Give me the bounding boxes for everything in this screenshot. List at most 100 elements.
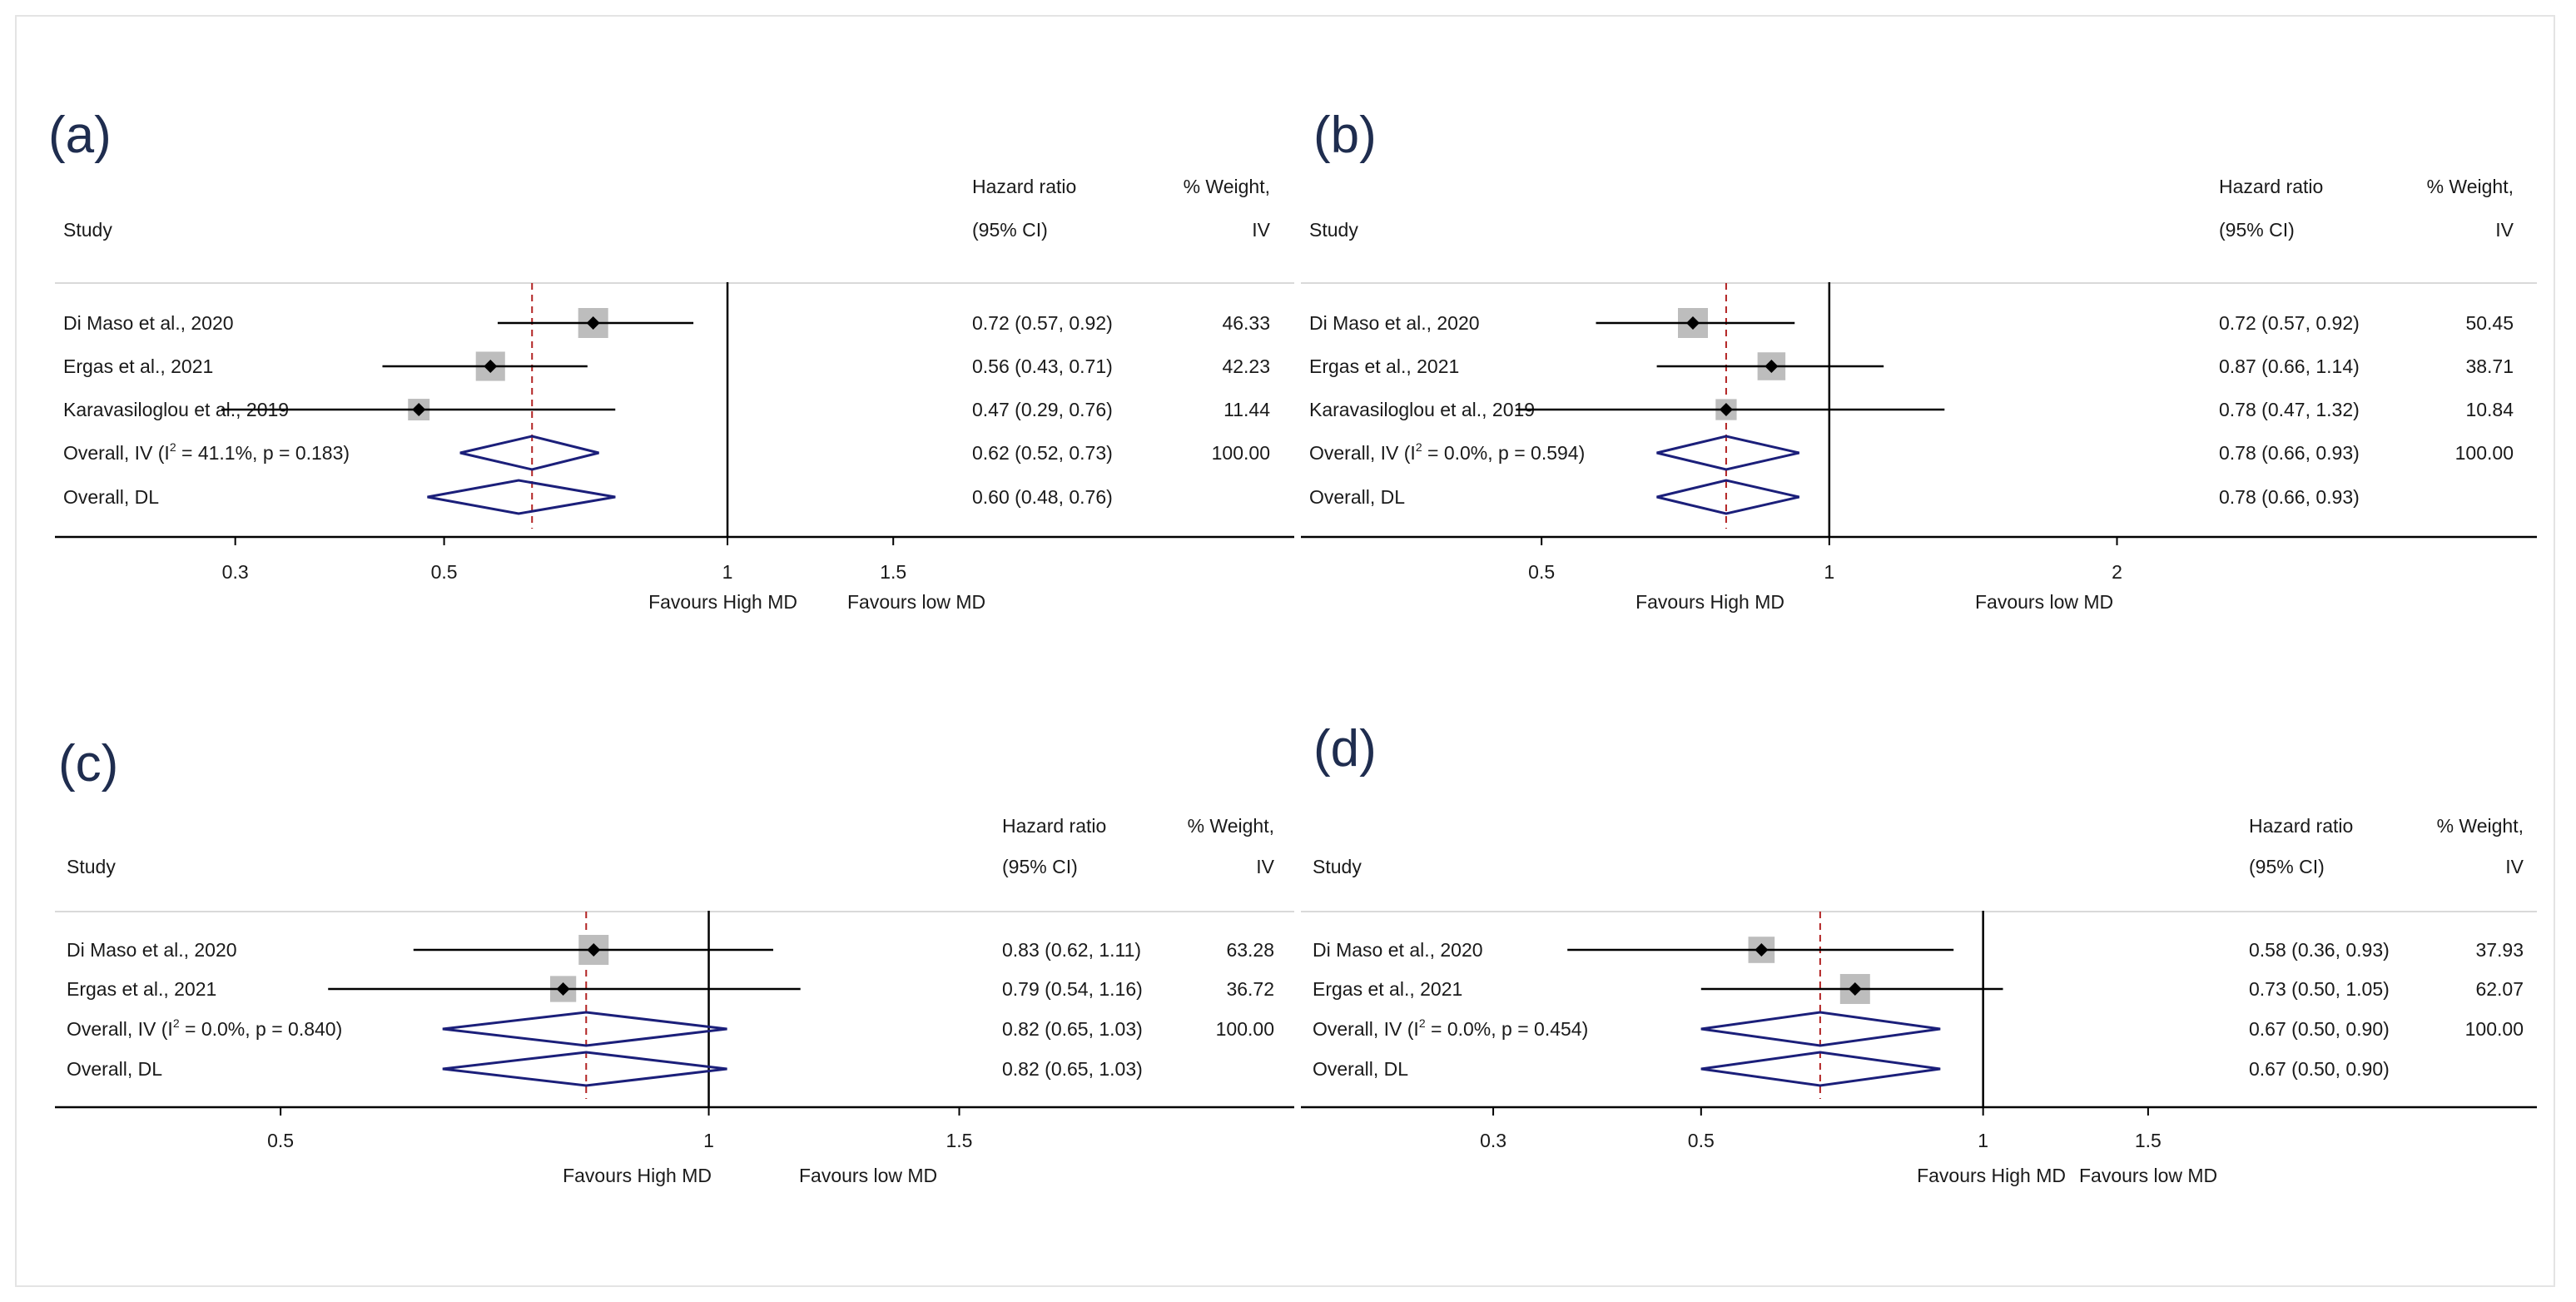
overall-label: Overall, IV (I2 = 0.0%, p = 0.840) (67, 1016, 342, 1040)
study-point-estimate (1848, 982, 1862, 996)
forest-plot-panel-3: (c) Hazard ratio % Weight, Study (95% CI) IV D… (55, 735, 1294, 1186)
study-point-estimate (556, 982, 570, 996)
header-study: Study (67, 856, 116, 877)
study-ci-text: 0.47 (0.29, 0.76) (972, 399, 1113, 420)
panel-label: (a) (48, 107, 112, 164)
study-label: Ergas et al., 2021 (63, 355, 213, 377)
study-label: Ergas et al., 2021 (1313, 978, 1462, 1000)
header-ci: (95% CI) (1002, 856, 1078, 877)
overall-ci-text: 0.82 (0.65, 1.03) (1002, 1018, 1143, 1040)
study-ci-text: 0.79 (0.54, 1.16) (1002, 978, 1143, 1000)
x-axis-tick-label: 0.3 (222, 561, 249, 583)
study-ci-text: 0.73 (0.50, 1.05) (2249, 978, 2390, 1000)
study-weight: 37.93 (2475, 939, 2524, 961)
x-axis-tick-label: 1 (722, 561, 733, 583)
study-ci-text: 0.56 (0.43, 0.71) (972, 355, 1113, 377)
study-point-estimate (1755, 943, 1769, 957)
header-study: Study (63, 219, 112, 241)
overall-label: Overall, IV (I2 = 41.1%, p = 0.183) (63, 440, 350, 464)
x-axis-tick-label: 2 (2112, 561, 2122, 583)
x-axis-tick-label: 0.5 (267, 1130, 294, 1151)
overall-label: Overall, DL (1313, 1058, 1408, 1080)
study-weight: 36.72 (1226, 978, 1274, 1000)
overall-diamond (442, 1011, 727, 1047)
panel-label: (b) (1313, 107, 1377, 164)
study-weight: 62.07 (2475, 978, 2524, 1000)
overall-diamond (1700, 1011, 1941, 1047)
x-axis-tick-label: 0.5 (1528, 561, 1555, 583)
figure-frame (15, 15, 2555, 1287)
study-weight: 46.33 (1222, 312, 1270, 334)
header-iv: IV (2495, 219, 2514, 241)
overall-diamond (459, 435, 599, 471)
overall-weight: 100.00 (2465, 1018, 2524, 1040)
favours-right-label: Favours low MD (799, 1165, 937, 1186)
overall-ci-text: 0.78 (0.66, 0.93) (2219, 442, 2360, 464)
header-iv: IV (2505, 856, 2524, 877)
study-point-estimate (586, 316, 600, 330)
overall-ci-text: 0.62 (0.52, 0.73) (972, 442, 1113, 464)
study-weight: 38.71 (2465, 355, 2514, 377)
x-axis-tick-label: 0.3 (1480, 1130, 1506, 1151)
forest-plot-panel-1: (a) Hazard ratio % Weight, Study (95% CI) IV D… (48, 107, 1294, 613)
study-label: Di Maso et al., 2020 (1309, 312, 1480, 334)
study-weight: 63.28 (1226, 939, 1274, 961)
header-hazard-ratio: Hazard ratio (972, 176, 1076, 197)
forest-plot-panel-4: (d) Hazard ratio % Weight, Study (95% CI) IV D… (1301, 720, 2537, 1186)
header-iv: IV (1252, 219, 1270, 241)
overall-label: Overall, DL (67, 1058, 162, 1080)
header-ci: (95% CI) (2219, 219, 2295, 241)
x-axis-tick-label: 1.5 (946, 1130, 972, 1151)
overall-ci-text: 0.82 (0.65, 1.03) (1002, 1058, 1143, 1080)
overall-diamond (442, 1051, 727, 1087)
study-label: Ergas et al., 2021 (67, 978, 216, 1000)
study-label: Ergas et al., 2021 (1309, 355, 1459, 377)
header-hazard-ratio: Hazard ratio (2219, 176, 2323, 197)
header-weight: % Weight, (1188, 815, 1274, 837)
study-point-estimate (484, 360, 498, 373)
study-ci-text: 0.87 (0.66, 1.14) (2219, 355, 2360, 377)
header-weight: % Weight, (2437, 815, 2524, 837)
overall-diamond (1656, 479, 1799, 515)
overall-label: Overall, DL (63, 486, 159, 508)
study-weight: 42.23 (1222, 355, 1270, 377)
study-weight: 11.44 (1223, 399, 1270, 420)
favours-left-label: Favours High MD (648, 591, 797, 613)
overall-diamond (1700, 1051, 1941, 1087)
favours-left-label: Favours High MD (1635, 591, 1784, 613)
study-ci-text: 0.72 (0.57, 0.92) (2219, 312, 2360, 334)
study-label: Di Maso et al., 2020 (63, 312, 234, 334)
header-iv: IV (1256, 856, 1274, 877)
favours-right-label: Favours low MD (847, 591, 985, 613)
study-weight: 10.84 (2465, 399, 2514, 420)
x-axis-tick-label: 1 (1978, 1130, 1988, 1151)
study-point-estimate (1719, 403, 1733, 416)
overall-label: Overall, IV (I2 = 0.0%, p = 0.454) (1313, 1016, 1588, 1040)
forest-plot-panel-2: (b) Hazard ratio % Weight, Study (95% CI) IV D… (1301, 107, 2537, 613)
study-point-estimate (587, 943, 601, 957)
overall-ci-text: 0.67 (0.50, 0.90) (2249, 1058, 2390, 1080)
header-weight: % Weight, (2427, 176, 2514, 197)
x-axis-tick-label: 0.5 (431, 561, 458, 583)
overall-weight: 100.00 (1212, 442, 1270, 464)
x-axis-tick-label: 1 (703, 1130, 714, 1151)
study-point-estimate (1686, 316, 1700, 330)
x-axis-tick-label: 1 (1824, 561, 1834, 583)
x-axis-tick-label: 1.5 (2135, 1130, 2162, 1151)
study-point-estimate (412, 403, 426, 416)
study-label: Di Maso et al., 2020 (67, 939, 237, 961)
overall-label: Overall, IV (I2 = 0.0%, p = 0.594) (1309, 440, 1585, 464)
favours-left-label: Favours High MD (563, 1165, 712, 1186)
overall-ci-text: 0.60 (0.48, 0.76) (972, 486, 1113, 508)
favours-right-label: Favours low MD (2079, 1165, 2217, 1186)
header-study: Study (1309, 219, 1358, 241)
study-ci-text: 0.78 (0.47, 1.32) (2219, 399, 2360, 420)
x-axis-tick-label: 1.5 (880, 561, 906, 583)
header-weight: % Weight, (1184, 176, 1270, 197)
study-ci-text: 0.83 (0.62, 1.11) (1002, 939, 1141, 961)
favours-right-label: Favours low MD (1975, 591, 2113, 613)
study-ci-text: 0.58 (0.36, 0.93) (2249, 939, 2390, 961)
x-axis-tick-label: 0.5 (1688, 1130, 1715, 1151)
overall-diamond (1656, 435, 1799, 471)
